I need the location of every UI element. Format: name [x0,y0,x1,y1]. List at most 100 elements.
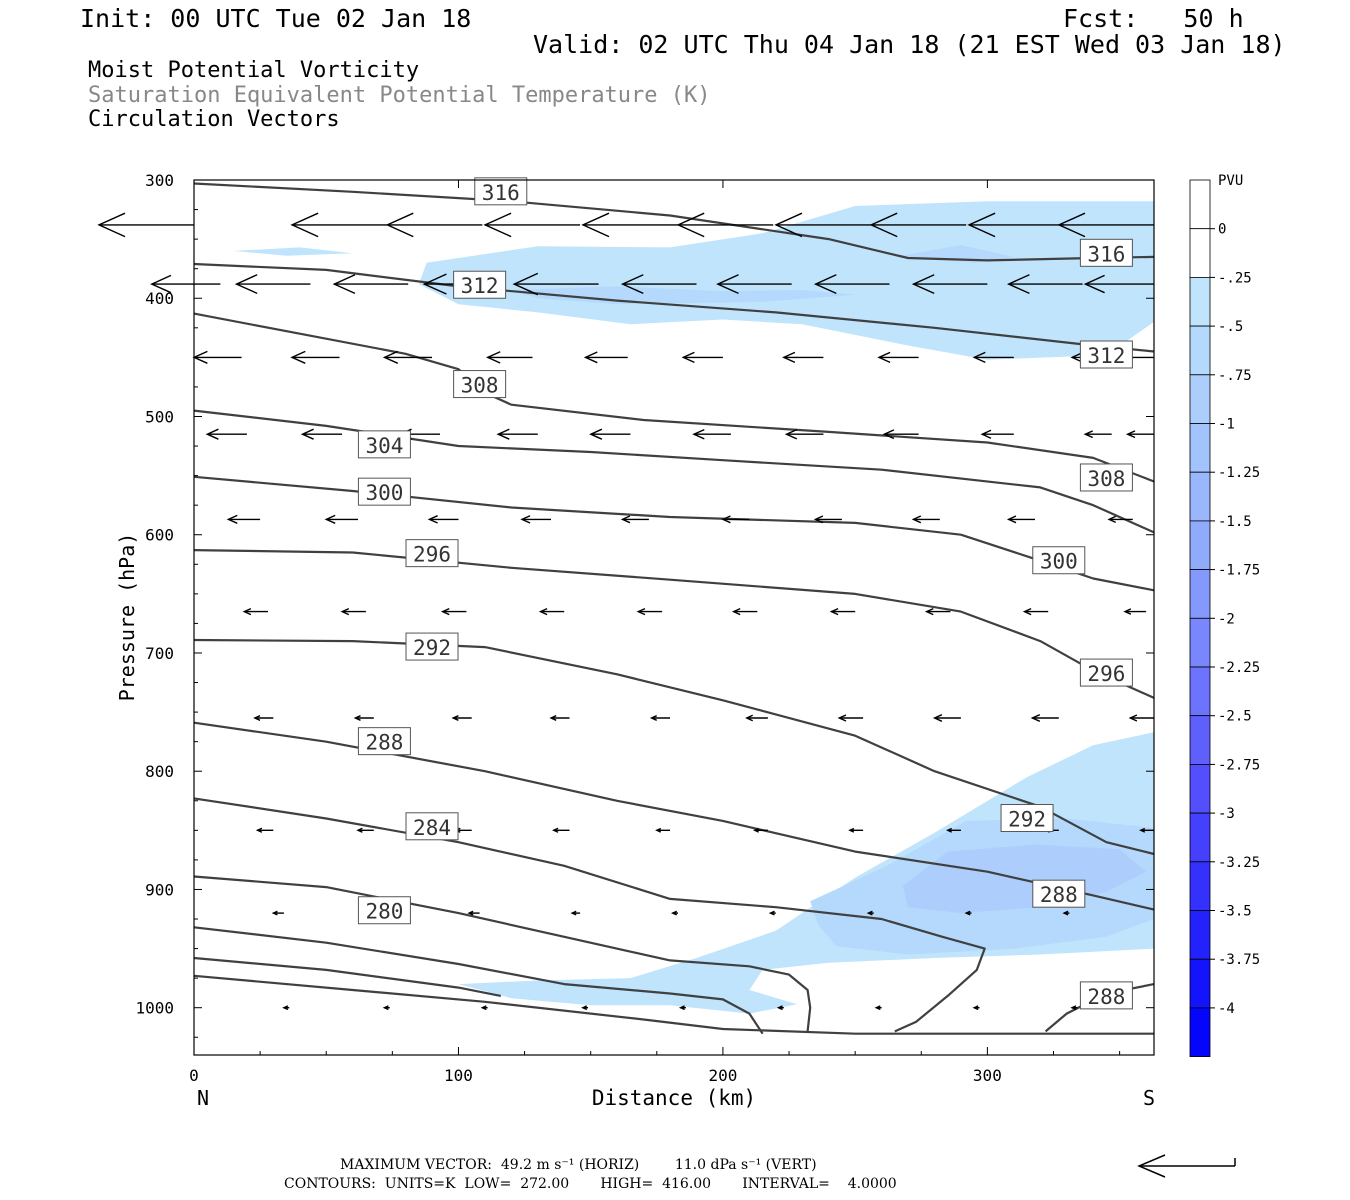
vector-head [670,910,677,916]
x-end-label-north: N [197,1086,209,1110]
vector-head [636,607,646,616]
circulation-vector [676,212,774,238]
reference-vector [1137,1154,1236,1178]
circulation-vector [581,212,678,238]
vector-head [882,429,895,440]
vector-head [282,1005,289,1011]
vector-head [583,351,598,364]
colorbar-swatch-14 [1189,861,1211,911]
circulation-vector [1030,714,1059,722]
mpv-shade-region-1 [233,247,353,256]
circulation-vector [300,428,343,440]
circulation-vector [869,212,967,238]
theta-e-contour-272 [193,956,502,997]
contour-label-308: 308 [1087,467,1125,491]
colorbar-swatch-12 [1189,764,1211,814]
vector-head [440,607,450,616]
contour-label-296: 296 [413,543,451,567]
circulation-vector [353,715,374,721]
theta-e-contour-284 [193,797,986,1033]
contour-label-312: 312 [461,274,499,298]
circulation-vector [589,428,631,440]
theta-e-contour-308 [193,312,1155,483]
circulation-vector [964,910,972,916]
circulation-vector [290,212,388,238]
vector-head [290,350,306,364]
contour-label-box-296 [405,539,459,568]
vector-head [271,910,278,916]
circulation-vector [486,351,533,364]
vector-head [911,274,935,295]
vector-head [581,212,610,238]
circulation-vector [1107,515,1133,524]
contour-label-316: 316 [482,181,520,205]
circulation-vector [290,350,340,364]
contour-label-box-280 [357,896,411,925]
colorbar-label-16: -4 [1218,1001,1235,1017]
y-tick-label-300: 300 [145,171,174,190]
vector-head [480,1005,487,1011]
footer-contours: CONTOURS: UNITS=K LOW= 272.00 HIGH= 416.… [284,1176,897,1192]
colorbar-swatch-9 [1189,617,1211,668]
contour-label-box-300 [357,477,411,506]
circulation-vector [678,1005,686,1011]
mpv-shading-layer [233,201,1154,1014]
vector-head [1057,212,1086,238]
circulation-vector [192,350,242,364]
circulation-vector [97,212,194,238]
vector-head [649,715,657,721]
contour-label-box-312 [453,270,507,299]
vector-head [945,827,952,833]
circulation-vector [205,428,247,440]
vector-head [1006,274,1030,295]
circulation-vector [1070,1005,1078,1011]
circulation-vector [583,351,628,364]
y-tick-label-1000: 1000 [135,999,174,1018]
vector-head [721,515,731,524]
circulation-vector [467,910,480,916]
circulation-vector [512,272,599,296]
vector-head [752,827,759,833]
colorbar-swatch-1 [1189,228,1211,278]
circulation-vector [829,607,856,616]
contour-label-296: 296 [1087,662,1125,686]
circulation-vector [972,1005,980,1011]
circulation-vector [271,910,284,916]
circulation-vector [282,1005,290,1011]
circulation-vector [1022,607,1049,616]
vector-head [97,212,126,238]
colorbar-label-10: -2.5 [1218,709,1252,725]
colorbar-label-13: -3.25 [1218,855,1260,871]
circulation-vector [945,827,961,833]
vector-head [226,514,238,524]
colorbar-swatch-7 [1189,520,1211,571]
circulation-vector [570,910,581,916]
contour-label-312: 312 [1087,344,1125,368]
colorbar-swatch-0 [1189,179,1211,230]
vector-head [620,515,631,524]
vector-head [570,910,577,916]
y-tick-label-800: 800 [145,762,174,781]
vector-head [1107,515,1116,524]
vector-head [784,428,798,440]
y-tick-label-700: 700 [145,644,174,663]
contour-label-box-316 [474,177,528,206]
vector-head [589,428,603,440]
colorbar-label-2: -.5 [1218,319,1243,335]
vector-head [655,827,662,833]
circulation-vector [768,910,776,916]
vector-head [874,1005,881,1011]
contour-label-292: 292 [413,636,451,660]
circulation-vector [784,428,824,440]
colorbar-swatch-13 [1189,812,1211,863]
circulation-vector [549,715,570,721]
contour-label-280: 280 [365,900,403,924]
vector-head [911,515,922,524]
circulation-vector [649,715,670,721]
contour-label-box-288 [1079,981,1133,1010]
circulation-vector [752,827,768,833]
circulation-vector [581,1005,588,1011]
vector-head [1083,430,1093,439]
circulation-vector [150,274,221,294]
colorbar-label-15: -3.75 [1218,952,1260,968]
